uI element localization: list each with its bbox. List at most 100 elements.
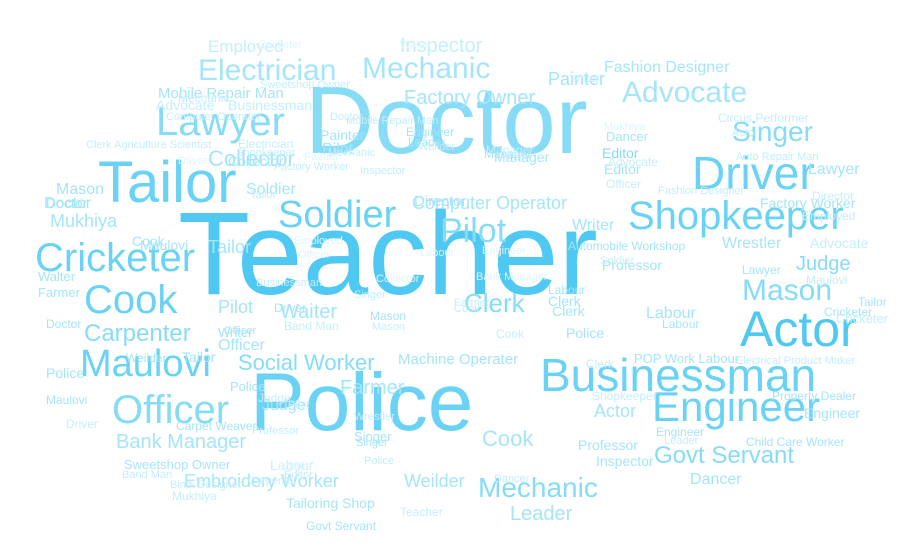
word-police: Police [46,365,85,381]
word-dancer: Dancer [606,129,648,144]
word-engineer: Engineer [656,425,705,439]
word-mobile-repair-man: Mobile Repair Man [158,85,284,102]
word-govt-servant: Govt Servant [654,442,795,469]
word-farmer: Farmer [38,285,80,300]
word-singer: Singer [354,429,392,444]
word-actor: Actor [732,127,758,139]
word-sweetshop-owner: Sweetshop Owner [124,457,231,472]
word-cricketer: Cricketer [35,236,196,280]
word-writer: Writer [570,73,600,85]
word-judge: Judge [262,397,306,414]
word-mechanic: Mechanic [362,52,491,85]
word-embroidery-worker: Embroidery Worker [184,471,339,491]
word-cook: Cook [132,233,165,249]
word-labour: Labour [662,317,700,331]
word-clerk-agriculture-scientist: Clerk Agriculture Scientist [86,139,212,151]
word-officer: Officer [112,388,230,432]
word-officer: Officer [218,337,265,354]
word-cricketer: Cricketer [836,311,889,326]
word-electrician: Electrician [198,54,337,87]
word-engineer: Engineer [406,125,455,139]
word-cook: Cook [482,426,534,451]
word-labour: Labour [548,283,586,297]
word-mason: Mason [370,309,407,323]
word-inspector: Inspector [360,165,406,177]
word-cook: Cook [496,327,525,341]
word-maulovi: Maulovi [806,273,848,287]
word-clerk: Clerk [552,303,585,319]
word-collector: Collector [228,153,284,169]
word-soldier: Soldier [278,194,397,236]
word-soldier: Soldier [278,461,313,473]
word-electrician: Electrician [238,137,294,151]
word-painter: Painter [320,127,365,143]
word-professor: Professor [578,437,638,453]
word-actor: Actor [594,401,637,421]
word-wrestler: Wrestler [722,235,782,252]
word-teacher: Teacher [400,505,443,519]
word-farmer: Farmer [340,377,405,399]
word-editor: Editor [604,161,641,177]
word-carpenter: Carpenter [248,475,297,487]
word-cricketer: Cricketer [824,305,873,319]
word-shopkeeper: Shopkeeper [628,194,844,238]
word-pop-work-labour: POP Work Labour [634,351,740,366]
word-advocate: Advocate [608,155,659,169]
word-mukhiya: Mukhiya [50,211,118,231]
word-walter: Walter [38,269,76,284]
word-actor: Actor [740,301,857,357]
word-doctor: Doctor [305,67,588,174]
word-clerk: Clerk [464,288,525,318]
word-professor: Professor [602,257,662,273]
word-employed: Employed [802,209,856,223]
word-carpet-weaver: Carpet Weaver [176,419,257,433]
word-driver: Driver [692,147,815,199]
word-clerk: Clerk [586,357,615,371]
word-tailor: Tailor [250,189,277,201]
word-pilot: Pilot [440,212,507,250]
word-collector: Collector [376,273,420,285]
word-officer: Officer [606,177,642,191]
word-director: Director [812,189,855,203]
word-maulovi: Maulovi [46,393,88,407]
word-singer: Singer [356,437,388,449]
word-weilder: Weilder [404,471,465,491]
word-labour: Labour [270,457,314,473]
word-driver: Driver [66,417,98,431]
word-leader: Leader [664,435,699,447]
word-police: Police [230,379,266,394]
word-judge: Judge [796,253,851,275]
word-tailor: Tailor [98,150,237,215]
word-doctor: Doctor [330,111,363,123]
word-professor: Professor [252,425,300,437]
word-mechanic: Mechanic [478,472,598,503]
word-collector: Collector [208,146,295,171]
word-dancer: Dancer [494,473,530,485]
word-walter: Walter [400,39,432,51]
word-doctor: Doctor [44,195,92,212]
word-police: Police [566,325,605,341]
word-pilot: Pilot [288,399,310,411]
word-tailor: Tailor [208,237,252,257]
word-child-care-worker: Child Care Worker [746,435,845,449]
word-mukhiya: Mukhiya [604,121,645,133]
word-auto-repair-man: Auto Repair Man [736,151,819,163]
word-fashion-designer: Fashion Designer [658,185,745,197]
word-tailoring-shop: Tailoring Shop [286,495,375,511]
word-bank-manager: Bank Manager [476,271,548,283]
word-lawyer: Lawyer [156,100,285,144]
word-mukhiya: Mukhiya [172,489,217,503]
word-factory-owner: Factory Owner [404,87,536,109]
word-shopkeeper: Shopkeeper [236,147,296,159]
word-leader: Leader [408,135,446,149]
word-carpenter: Carpenter [84,320,191,347]
word-manager: Manager [486,143,534,157]
word-judge: Judge [258,391,291,405]
word-editor: Editor [602,145,639,161]
word-wrestler: Wrestler [354,411,395,423]
word-circus-performer: Circus Performer [718,111,809,125]
word-advocate: Advocate [622,76,748,109]
word-police: Police [364,455,394,467]
word-band-man: Band Man [284,319,339,333]
word-dancer: Dancer [690,471,742,488]
